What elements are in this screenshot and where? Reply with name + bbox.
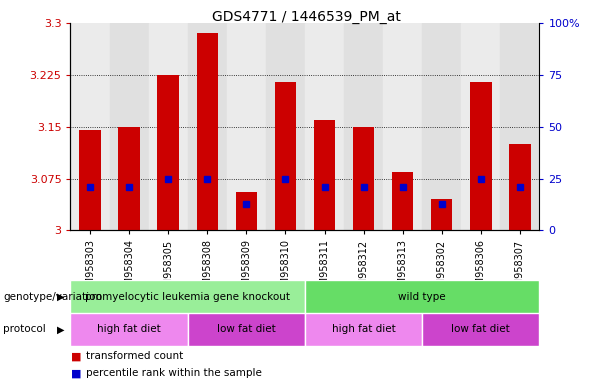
Bar [149,23,188,230]
Bar [70,23,110,230]
Bar [462,23,500,230]
Bar [227,23,266,230]
Text: ■: ■ [70,351,81,361]
Text: genotype/variation: genotype/variation [3,291,102,302]
Bar [275,82,296,230]
Text: ▶: ▶ [57,324,64,334]
Text: wild type: wild type [398,291,446,302]
Text: high fat diet: high fat diet [97,324,161,334]
Bar [431,199,452,230]
Bar [383,23,422,230]
Bar [70,280,305,313]
Bar [70,313,188,346]
Bar [470,82,492,230]
Text: low fat diet: low fat diet [217,324,276,334]
Text: low fat diet: low fat diet [451,324,510,334]
Bar [344,23,383,230]
Bar [500,23,539,230]
Bar [422,23,462,230]
Bar [305,23,344,230]
Text: promyelocytic leukemia gene knockout: promyelocytic leukemia gene knockout [85,291,290,302]
Text: percentile rank within the sample: percentile rank within the sample [86,368,262,378]
Text: transformed count: transformed count [86,351,183,361]
Text: ▶: ▶ [57,291,64,302]
Bar [305,313,422,346]
Text: ■: ■ [70,368,81,378]
Bar [118,127,140,230]
Bar [353,127,375,230]
Text: high fat diet: high fat diet [332,324,395,334]
Bar [305,280,539,313]
Bar [509,144,531,230]
Bar [392,172,413,230]
Bar [188,313,305,346]
Bar [235,192,257,230]
Bar [188,23,227,230]
Text: GDS4771 / 1446539_PM_at: GDS4771 / 1446539_PM_at [212,10,401,23]
Bar [197,33,218,230]
Bar [79,130,101,230]
Text: protocol: protocol [3,324,46,334]
Bar [158,75,179,230]
Bar [314,120,335,230]
Bar [266,23,305,230]
Bar [422,313,539,346]
Bar [110,23,149,230]
